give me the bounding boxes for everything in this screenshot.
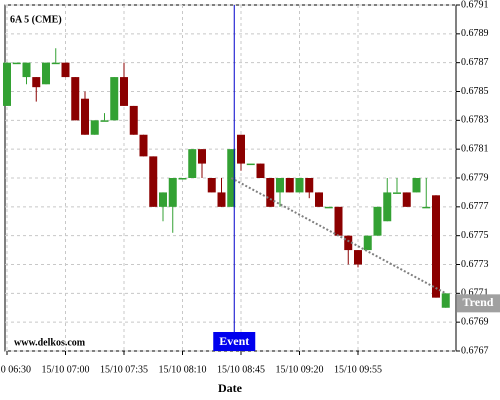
y-tick-label: 0.6771 (461, 288, 489, 299)
y-tick-label: 0.6769 (461, 316, 489, 327)
candle-body (315, 192, 323, 207)
x-axis-label: Date (218, 381, 243, 395)
candle-body (22, 62, 31, 78)
y-tick-label: 0.6791 (461, 0, 489, 10)
candle-body (42, 62, 50, 85)
candle-body (100, 120, 109, 122)
candle-body (363, 235, 372, 251)
y-tick-label: 0.6777 (461, 201, 489, 212)
candle-body (32, 77, 41, 88)
candle-body (51, 62, 60, 65)
candle-body (12, 62, 21, 65)
candle-body (61, 62, 70, 78)
candle-body (305, 178, 314, 193)
candle-body (402, 192, 411, 207)
candle-body (237, 134, 245, 164)
candle-body (120, 77, 128, 106)
x-tick-label: 15/10 08:45 (217, 364, 265, 375)
y-tick-label: 0.6787 (461, 57, 489, 68)
candle-body (3, 62, 11, 106)
chart-title: 6A 5 (CME) (10, 14, 62, 25)
candle-body (246, 163, 255, 166)
candle-body (198, 149, 206, 164)
y-tick-label: 0.6767 (461, 345, 489, 356)
x-tick-label: 15/10 06:30 (0, 364, 31, 375)
y-tick-label: 0.6775 (461, 230, 489, 241)
candle-body (149, 156, 158, 207)
candle-body (129, 105, 138, 135)
candle-body (139, 134, 148, 157)
candle-body (276, 178, 284, 193)
x-tick-label: 15/10 09:20 (275, 364, 323, 375)
trend-line (230, 177, 447, 295)
candle-body (207, 178, 216, 193)
candle-body (217, 192, 226, 207)
candle-body (256, 163, 265, 178)
candle-body (373, 206, 382, 236)
event-label: Event (219, 334, 249, 348)
x-tick-label: 15/10 08:10 (158, 364, 206, 375)
x-tick-label: 15/10 07:35 (100, 364, 148, 375)
trend-label: Trend (463, 295, 494, 309)
candle-body (412, 178, 421, 193)
candle-body (110, 77, 119, 121)
candle-body (81, 98, 89, 135)
candle-body (344, 235, 353, 251)
event-label-box (213, 332, 256, 351)
x-tick-label: 15/10 09:55 (334, 364, 382, 375)
trend-label-box (457, 294, 500, 313)
y-tick-label: 0.6781 (461, 143, 489, 154)
candle-body (159, 192, 167, 207)
candle-body (178, 178, 187, 180)
x-tick-label: 15/10 07:00 (41, 364, 89, 375)
watermark: www.delkos.com (14, 337, 86, 348)
candle-body (168, 178, 177, 207)
candle-body (285, 178, 294, 193)
y-tick-label: 0.6785 (461, 86, 489, 97)
y-tick-label: 0.6783 (461, 115, 489, 126)
candle-body (324, 206, 333, 209)
candle-body (188, 149, 197, 178)
candle-body (295, 178, 304, 193)
candle-body (441, 293, 450, 308)
candle-body (422, 206, 431, 209)
candle-body (383, 192, 392, 222)
y-tick-label: 0.6789 (461, 28, 489, 39)
candle-body (90, 120, 99, 135)
candle-body (354, 250, 362, 265)
candle-body (71, 77, 80, 121)
y-tick-label: 0.6779 (461, 172, 489, 183)
candle-body (334, 206, 343, 236)
y-tick-label: 0.6773 (461, 259, 489, 270)
candle-body (393, 192, 401, 194)
candle-body (266, 178, 275, 207)
candle-body (432, 195, 440, 298)
